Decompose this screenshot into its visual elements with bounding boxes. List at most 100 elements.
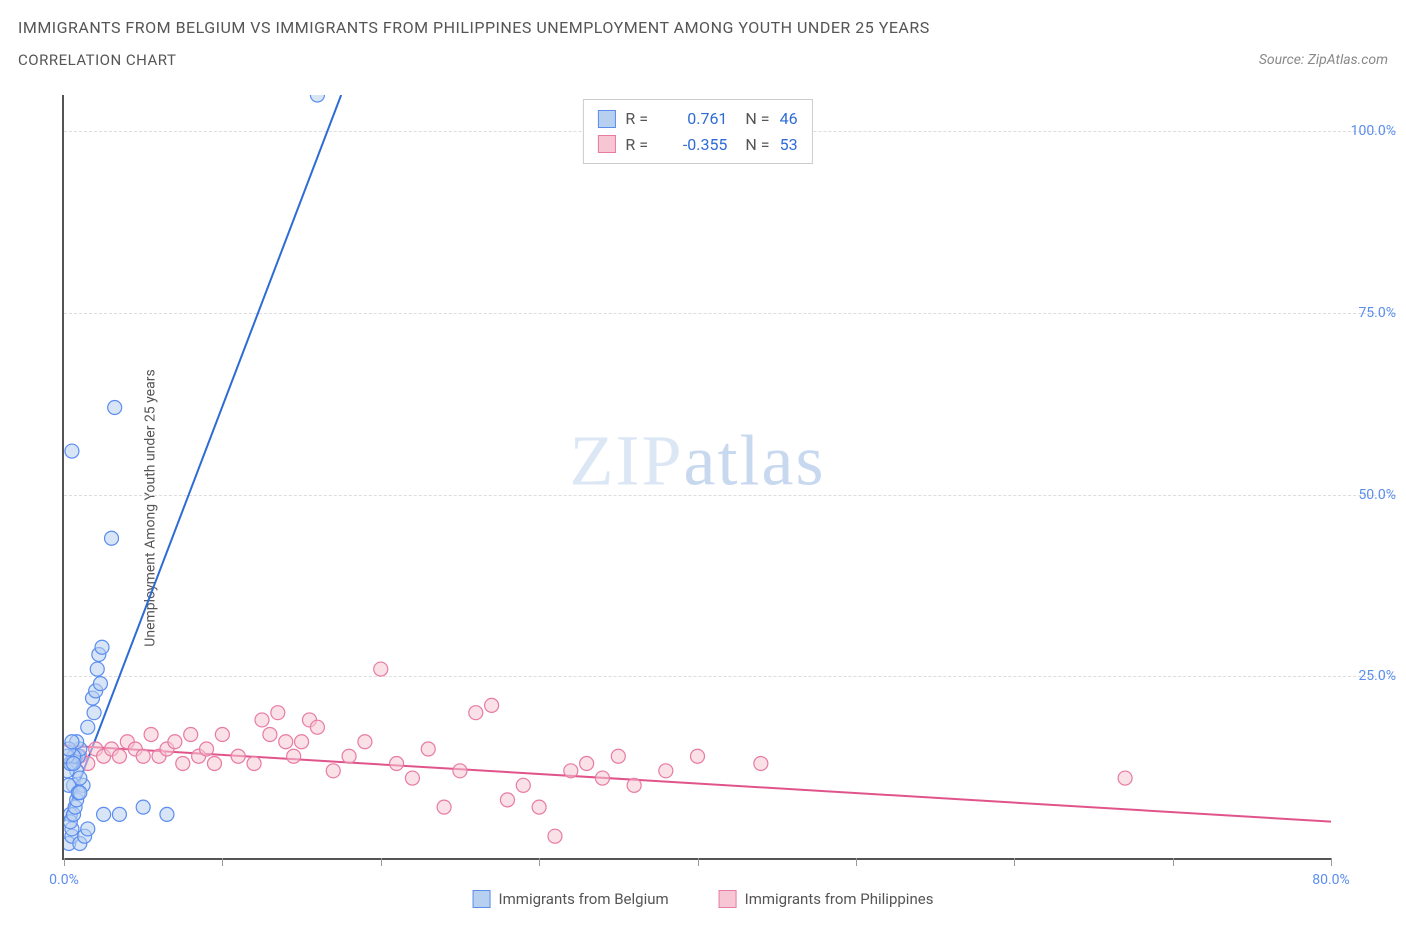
data-point-b <box>247 757 261 771</box>
x-tick <box>539 858 540 866</box>
legend-correlation-row: R = 0.761 N = 46 <box>597 106 797 132</box>
legend-swatch <box>597 110 615 128</box>
data-point-a <box>310 95 324 102</box>
data-point-b <box>358 735 372 749</box>
legend-swatch <box>473 890 491 908</box>
x-tick <box>1331 858 1332 866</box>
data-point-a <box>81 822 95 836</box>
data-point-b <box>255 713 269 727</box>
legend-correlation-row: R = -0.355 N = 53 <box>597 132 797 158</box>
data-point-b <box>168 735 182 749</box>
data-point-a <box>65 444 79 458</box>
data-point-b <box>453 764 467 778</box>
y-tick-label: 75.0% <box>1336 305 1396 321</box>
x-tick <box>856 858 857 866</box>
data-point-a <box>95 640 109 654</box>
data-point-b <box>564 764 578 778</box>
data-point-b <box>390 757 404 771</box>
data-point-b <box>215 727 229 741</box>
data-point-b <box>176 757 190 771</box>
data-point-b <box>271 706 285 720</box>
data-point-b <box>595 771 609 785</box>
data-point-a <box>90 662 104 676</box>
data-point-b <box>374 662 388 676</box>
data-point-a <box>65 735 79 749</box>
x-tick <box>1014 858 1015 866</box>
data-point-b <box>200 742 214 756</box>
data-point-b <box>611 749 625 763</box>
chart-subtitle: CORRELATION CHART <box>18 51 176 69</box>
legend-swatch <box>597 135 615 153</box>
data-point-a <box>105 531 119 545</box>
data-point-b <box>548 829 562 843</box>
data-point-a <box>93 677 107 691</box>
n-value: 46 <box>780 106 798 132</box>
x-tick <box>1173 858 1174 866</box>
x-tick <box>64 858 65 866</box>
legend-series-item: Immigrants from Belgium <box>473 890 669 908</box>
n-label: N = <box>745 132 769 158</box>
data-point-b <box>136 749 150 763</box>
chart-title: IMMIGRANTS FROM BELGIUM VS IMMIGRANTS FR… <box>18 18 1388 37</box>
data-point-b <box>532 800 546 814</box>
data-point-b <box>287 749 301 763</box>
n-value: 53 <box>780 132 798 158</box>
y-tick-label: 100.0% <box>1336 123 1396 139</box>
trend-line-a <box>64 95 341 822</box>
plot-svg <box>64 95 1331 858</box>
legend-series-label: Immigrants from Philippines <box>745 890 934 908</box>
data-point-b <box>437 800 451 814</box>
data-point-b <box>691 749 705 763</box>
data-point-b <box>279 735 293 749</box>
data-point-b <box>207 757 221 771</box>
data-point-a <box>67 757 81 771</box>
chart-container: Unemployment Among Youth under 25 years … <box>0 85 1406 930</box>
r-value: -0.355 <box>667 132 727 158</box>
data-point-b <box>184 727 198 741</box>
data-point-b <box>144 727 158 741</box>
y-tick-label: 25.0% <box>1336 668 1396 684</box>
data-point-a <box>97 807 111 821</box>
data-point-b <box>485 698 499 712</box>
x-tick <box>698 858 699 866</box>
legend-correlation-box: R = 0.761 N = 46 R = -0.355 N = 53 <box>582 99 812 164</box>
data-point-b <box>295 735 309 749</box>
x-tick <box>381 858 382 866</box>
legend-swatch <box>719 890 737 908</box>
data-point-b <box>1118 771 1132 785</box>
legend-series: Immigrants from Belgium Immigrants from P… <box>473 890 934 908</box>
x-tick-label: 80.0% <box>1312 872 1350 888</box>
x-tick-label: 0.0% <box>49 872 79 888</box>
data-point-b <box>112 749 126 763</box>
source-attribution: Source: ZipAtlas.com <box>1259 52 1388 68</box>
r-value: 0.761 <box>667 106 727 132</box>
data-point-a <box>73 786 87 800</box>
data-point-b <box>263 727 277 741</box>
data-point-b <box>627 778 641 792</box>
r-label: R = <box>625 132 657 158</box>
x-tick <box>222 858 223 866</box>
data-point-b <box>342 749 356 763</box>
legend-series-label: Immigrants from Belgium <box>499 890 669 908</box>
data-point-a <box>81 720 95 734</box>
n-label: N = <box>745 106 769 132</box>
data-point-b <box>580 757 594 771</box>
y-tick-label: 50.0% <box>1336 487 1396 503</box>
legend-series-item: Immigrants from Philippines <box>719 890 934 908</box>
data-point-b <box>405 771 419 785</box>
data-point-b <box>469 706 483 720</box>
data-point-b <box>516 778 530 792</box>
data-point-b <box>754 757 768 771</box>
plot-area: ZIPatlas R =0.761N =46R =-0.355N =53 25.… <box>62 95 1331 860</box>
r-label: R = <box>625 106 657 132</box>
data-point-b <box>326 764 340 778</box>
data-point-a <box>87 706 101 720</box>
data-point-b <box>310 720 324 734</box>
header: IMMIGRANTS FROM BELGIUM VS IMMIGRANTS FR… <box>18 18 1388 69</box>
data-point-b <box>231 749 245 763</box>
data-point-a <box>160 807 174 821</box>
data-point-b <box>421 742 435 756</box>
data-point-b <box>500 793 514 807</box>
data-point-a <box>108 400 122 414</box>
data-point-b <box>659 764 673 778</box>
